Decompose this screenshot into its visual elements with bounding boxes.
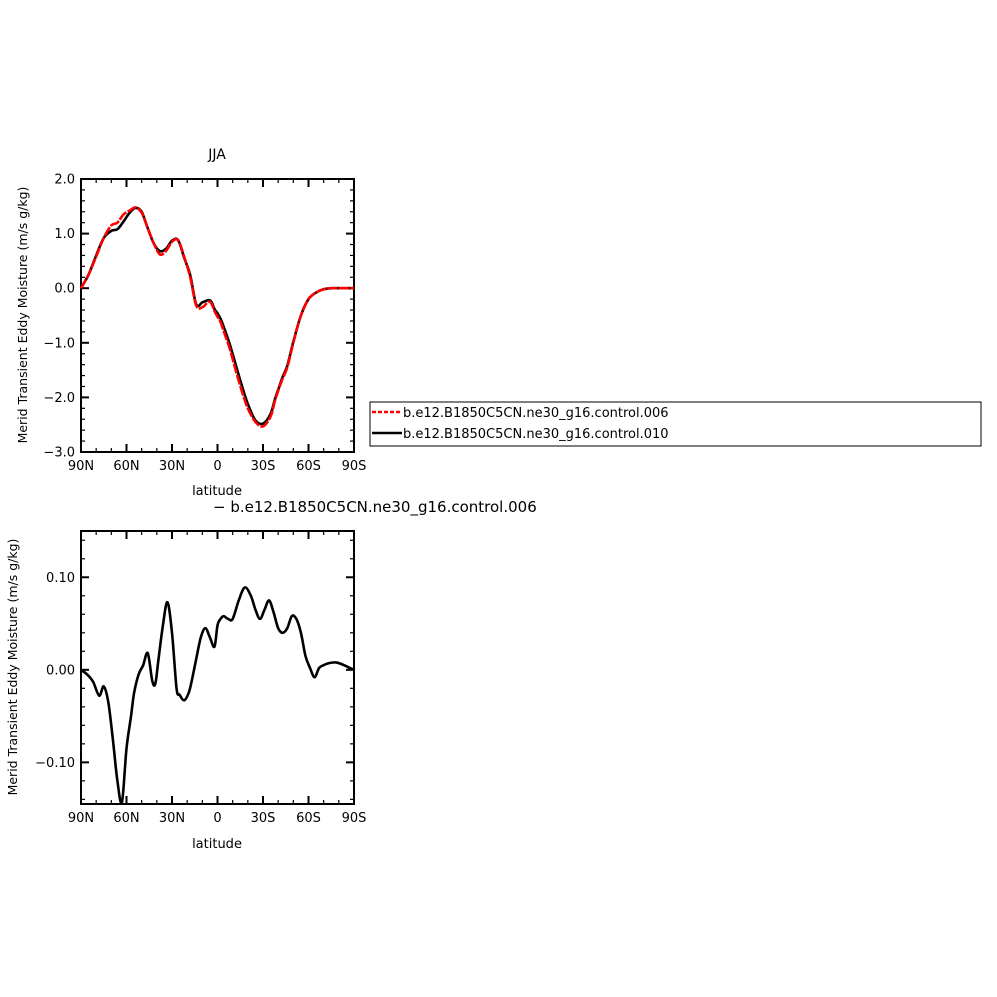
- x-tick-label: 60S: [296, 459, 321, 474]
- bottom-chart-title: − b.e12.B1850C5CN.ne30_g16.control.006: [213, 498, 537, 517]
- bottom-panel: − b.e12.B1850C5CN.ne30_g16.control.006 0…: [5, 498, 537, 852]
- top-x-ticks: 90N 60N 30N 0 30S 60S 90S: [68, 179, 367, 474]
- bottom-series-group: [80, 586, 355, 805]
- y-tick-label: −1.0: [43, 336, 75, 351]
- x-tick-label: 30S: [251, 459, 276, 474]
- top-x-axis-label: latitude: [192, 484, 242, 499]
- top-chart-title: JJA: [207, 147, 226, 163]
- y-tick-label: −3.0: [43, 446, 75, 461]
- top-y-axis-label: Merid Transient Eddy Moisture (m/s g/kg): [15, 187, 30, 444]
- top-panel: JJA 2.0 1.0 0.0 −1.0 −2.0 −3.0 90N 60N 30N 0 30S 6…: [15, 147, 366, 499]
- y-tick-label: 1.0: [54, 227, 75, 242]
- x-tick-label: 60S: [296, 811, 321, 826]
- y-tick-label: 2.0: [54, 173, 75, 188]
- x-tick-label: 60N: [113, 459, 139, 474]
- x-tick-label: 90N: [68, 811, 94, 826]
- bottom-y-ticks: 0.10 0.00 −0.10: [35, 539, 354, 800]
- y-tick-label: −2.0: [43, 391, 75, 406]
- bottom-plot-frame: [80, 530, 355, 805]
- x-tick-label: 0: [213, 459, 221, 474]
- top-series-group: [79, 206, 354, 428]
- x-tick-label: 30S: [251, 811, 276, 826]
- legend: b.e12.B1850C5CN.ne30_g16.control.006 b.e…: [369, 401, 982, 447]
- bottom-x-axis-label: latitude: [192, 837, 242, 852]
- x-tick-label: 30N: [159, 459, 185, 474]
- y-tick-label: 0.00: [46, 663, 75, 678]
- series-line-0: [80, 586, 355, 805]
- legend-label-006: b.e12.B1850C5CN.ne30_g16.control.006: [403, 406, 669, 421]
- x-tick-label: 90S: [342, 811, 367, 826]
- x-tick-label: 90N: [68, 459, 94, 474]
- y-tick-label: 0.10: [46, 571, 75, 586]
- x-tick-label: 90S: [342, 459, 367, 474]
- legend-box: [369, 401, 982, 447]
- series-line-0: [79, 206, 354, 428]
- legend-label-010: b.e12.B1850C5CN.ne30_g16.control.010: [403, 427, 669, 442]
- bottom-y-axis-label: Merid Transient Eddy Moisture (m/s g/kg): [5, 539, 20, 796]
- x-tick-label: 60N: [113, 811, 139, 826]
- top-y-ticks: 2.0 1.0 0.0 −1.0 −2.0 −3.0: [43, 173, 354, 461]
- x-tick-label: 0: [213, 811, 221, 826]
- y-tick-label: −0.10: [35, 756, 75, 771]
- x-tick-label: 30N: [159, 811, 185, 826]
- bottom-x-ticks: 90N 60N 30N 0 30S 60S 90S: [68, 531, 367, 826]
- y-tick-label: 0.0: [54, 282, 75, 297]
